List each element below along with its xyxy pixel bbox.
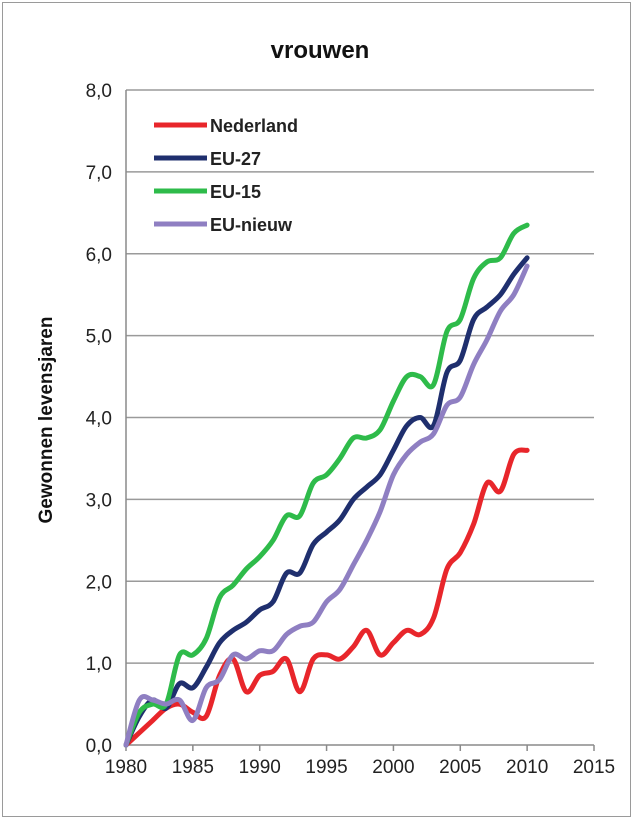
y-tick-label: 6,0	[86, 245, 112, 266]
y-tick-label: 5,0	[86, 327, 112, 348]
gridlines	[126, 89, 594, 664]
legend: Nederland EU-27 EU-15 EU-nieuw	[154, 116, 298, 235]
series-line-nederland	[123, 447, 530, 748]
x-tick-label: 2005	[439, 757, 481, 778]
legend-label: EU-15	[210, 182, 261, 202]
axes	[125, 90, 595, 751]
y-tick-label: 1,0	[86, 654, 112, 675]
x-tick-label: 1990	[239, 757, 281, 778]
series-line-eu-27	[123, 255, 530, 748]
legend-label: EU-nieuw	[210, 215, 293, 235]
y-tick-label: 4,0	[86, 409, 112, 430]
y-tick-label: 8,0	[86, 81, 112, 102]
x-tick-label: 1980	[105, 757, 147, 778]
x-tick-label: 2010	[506, 757, 548, 778]
x-tick-label: 2015	[573, 757, 615, 778]
y-tick-label: 0,0	[86, 736, 112, 757]
series-line-eu-nieuw	[123, 263, 530, 748]
x-tick-label: 2000	[372, 757, 414, 778]
legend-label: Nederland	[210, 116, 298, 136]
x-tick-labels: 1980 1985 1990 1995 2000 2005 2010 2015	[105, 757, 615, 778]
series-line-eu-15	[123, 222, 530, 748]
y-tick-labels: 0,0 1,0 2,0 3,0 4,0 5,0 6,0 7,0 8,0	[86, 81, 112, 757]
y-tick-label: 2,0	[86, 572, 112, 593]
legend-label: EU-27	[210, 149, 261, 169]
chart-title: vrouwen	[271, 37, 370, 64]
y-axis-label: Gewonnen levensjaren	[36, 317, 57, 524]
x-tick-label: 1995	[305, 757, 347, 778]
y-tick-label: 3,0	[86, 490, 112, 511]
y-tick-label: 7,0	[86, 163, 112, 184]
x-tick-label: 1985	[172, 757, 214, 778]
series-lines	[123, 222, 530, 748]
